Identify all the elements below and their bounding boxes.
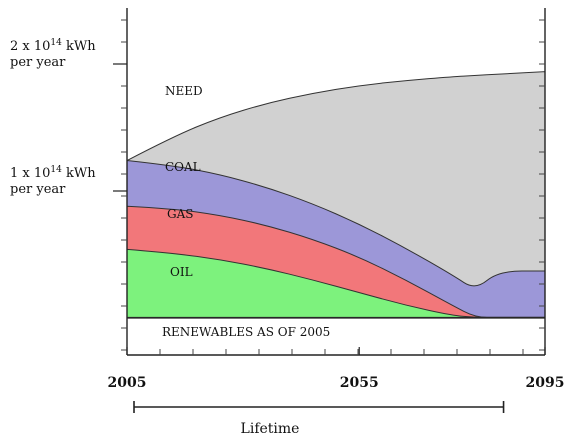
lifetime-label: Lifetime xyxy=(241,421,300,437)
x-tick-label: 2005 xyxy=(108,375,147,391)
y-tick-sublabel: per year xyxy=(10,182,66,197)
label-need: NEED xyxy=(165,84,203,98)
label-coal: COAL xyxy=(165,160,201,174)
label-gas: GAS xyxy=(167,207,193,221)
y-tick-sublabel: per year xyxy=(10,55,66,70)
y-tick-label: 2 x 1014 kWh xyxy=(10,38,96,54)
x-tick-label: 2095 xyxy=(526,375,565,391)
axes xyxy=(113,8,546,413)
label-oil: OIL xyxy=(170,265,193,279)
label-renewables-as-of-2005: RENEWABLES AS OF 2005 xyxy=(162,325,330,339)
x-tick-label: 2055 xyxy=(340,375,379,391)
area-layers xyxy=(126,8,546,355)
y-tick-label: 1 x 1014 kWh xyxy=(10,165,96,181)
